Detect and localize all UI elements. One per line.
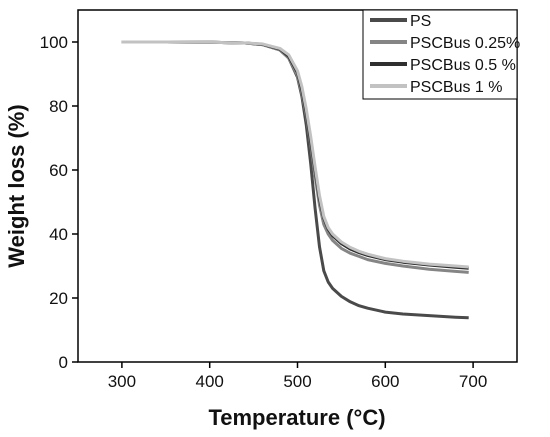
series-layer xyxy=(121,40,469,320)
y-axis-title: Weight loss (%) xyxy=(4,104,29,267)
y-tick-label: 60 xyxy=(49,161,68,180)
legend-label-3: PSCBus 1 % xyxy=(410,79,502,96)
legend-box xyxy=(362,9,518,100)
y-tick-label: 20 xyxy=(49,289,68,308)
legend: PS PSCBus 0.25% PSCBus 0.5 % PSCBus 1 % xyxy=(362,9,520,100)
x-tick-label: 400 xyxy=(196,372,224,391)
x-tick-label: 300 xyxy=(108,372,136,391)
legend-label-0: PS xyxy=(410,13,431,30)
x-tick-label: 600 xyxy=(371,372,399,391)
y-tick-label: 80 xyxy=(49,97,68,116)
series-line-3 xyxy=(121,40,469,269)
legend-label-2: PSCBus 0.5 % xyxy=(410,57,516,74)
x-axis-title: Temperature (°C) xyxy=(208,405,385,430)
y-tick-label: 100 xyxy=(40,33,68,52)
axis-layer: 300 400 500 600 700 0 20 40 60 80 100 xyxy=(40,33,488,391)
legend-label-1: PSCBus 0.25% xyxy=(410,35,520,52)
x-tick-label: 700 xyxy=(459,372,487,391)
x-tick-label: 500 xyxy=(283,372,311,391)
y-tick-label: 0 xyxy=(59,353,68,372)
y-tick-label: 40 xyxy=(49,225,68,244)
